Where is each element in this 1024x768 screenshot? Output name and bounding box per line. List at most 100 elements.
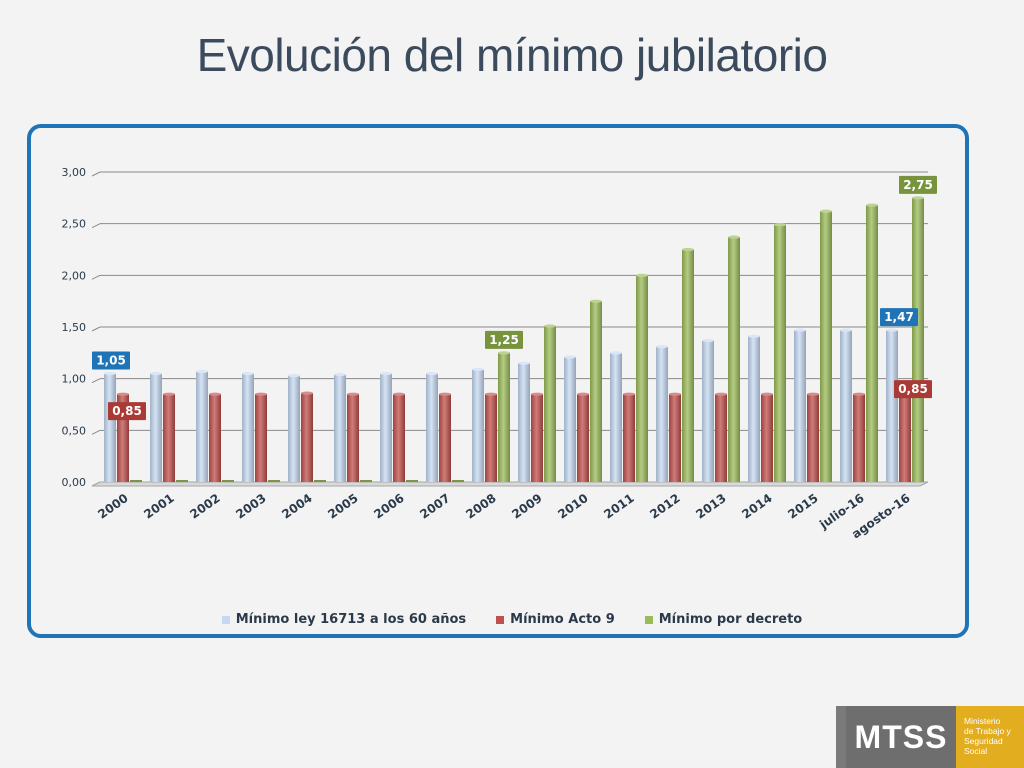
bar-top	[807, 392, 819, 396]
bar-top	[774, 223, 786, 227]
legend-swatch-decreto	[644, 615, 653, 624]
bar	[761, 394, 773, 482]
bar	[472, 369, 484, 482]
bar	[774, 224, 786, 482]
legend-label-acto9: Mínimo Acto 9	[510, 612, 615, 627]
bar	[669, 394, 681, 482]
bar	[163, 394, 175, 482]
data-label-box	[485, 330, 523, 349]
bar	[623, 394, 635, 482]
bar	[866, 205, 878, 483]
bar	[636, 275, 648, 482]
bar	[498, 352, 510, 482]
bar-top	[472, 367, 484, 371]
bar	[426, 373, 438, 482]
bar	[439, 394, 451, 482]
chart-floor	[91, 481, 929, 487]
bar-top	[334, 372, 346, 377]
bar	[518, 363, 530, 482]
bar-top	[715, 392, 727, 396]
bar-top	[150, 371, 162, 376]
y-tick-label: 1,00	[62, 373, 87, 386]
bar	[255, 394, 267, 482]
gridline-depth	[91, 378, 101, 384]
bar-top	[485, 392, 497, 396]
chart-legend: Mínimo ley 16713 a los 60 años Mínimo Ac…	[0, 612, 1024, 627]
bar	[209, 394, 221, 482]
bar-top	[531, 392, 543, 396]
legend-item-decreto: Mínimo por decreto	[644, 612, 802, 627]
bar-top	[820, 209, 832, 213]
data-label: 1,47	[884, 310, 914, 324]
x-tick-label: 2002	[187, 491, 222, 522]
gridline-depth	[91, 326, 101, 332]
bar-top	[209, 392, 221, 396]
data-label-box	[92, 351, 130, 370]
bar-top	[544, 324, 556, 328]
bar-top	[610, 351, 622, 355]
x-tick-label: 2015	[785, 491, 820, 522]
gridline-depth	[91, 223, 101, 229]
bar	[853, 394, 865, 482]
data-label-box	[899, 175, 937, 194]
bar-top	[840, 328, 852, 332]
bar	[807, 394, 819, 482]
logo-line-1: Ministerio	[964, 716, 1001, 726]
data-label-box	[880, 308, 918, 327]
bar-top	[393, 392, 405, 396]
bar	[485, 394, 497, 482]
bar	[715, 394, 727, 482]
bar	[288, 375, 300, 482]
y-tick-label: 2,00	[62, 269, 87, 282]
x-tick-label: 2012	[647, 491, 682, 522]
bar-top	[590, 299, 602, 303]
bar-chart: 0,00 0,50 1,00 1,50 2,00 2,50 3,00 2000 2001 2002…	[62, 166, 937, 541]
gridline-depth	[91, 429, 101, 435]
y-tick-label: 3,00	[62, 166, 87, 179]
bar-zero	[406, 480, 418, 482]
legend-item-ley: Mínimo ley 16713 a los 60 años	[221, 612, 467, 627]
bar	[544, 325, 556, 482]
bar-top	[426, 371, 438, 376]
bar	[794, 330, 806, 482]
bar	[840, 330, 852, 482]
x-tick-label: 2008	[463, 491, 498, 522]
bar-zero	[314, 480, 326, 482]
bar	[610, 352, 622, 482]
bar	[531, 394, 543, 482]
bar	[150, 373, 162, 482]
x-tick-label: 2005	[325, 491, 360, 522]
x-tick-label: 2001	[141, 491, 176, 522]
y-tick-label: 0,50	[62, 424, 87, 437]
y-tick-label: 0,00	[62, 476, 87, 489]
bar-top	[288, 373, 300, 378]
logo-line-4: Social	[964, 746, 988, 756]
bar-top	[866, 203, 878, 207]
bar	[242, 373, 254, 482]
bar-top	[728, 235, 740, 239]
bar-top	[347, 392, 359, 396]
gridline-depth	[91, 274, 101, 280]
gridline-depth	[91, 171, 101, 177]
logo-stripe	[836, 706, 846, 768]
legend-label-ley: Mínimo ley 16713 a los 60 años	[235, 612, 467, 627]
x-tick-label: 2014	[739, 491, 774, 522]
x-tick-label: 2013	[693, 491, 728, 522]
bar-top	[748, 334, 760, 338]
x-tick-label: 2003	[233, 491, 268, 522]
bar-top	[380, 371, 392, 376]
y-tick-label: 1,50	[62, 321, 87, 334]
bar-zero	[360, 480, 372, 482]
bar	[886, 330, 898, 482]
x-tick-label: 2011	[601, 491, 636, 522]
logo-ministry-text: Ministerio de Trabajo y Seguridad Social	[956, 706, 1024, 768]
bar	[702, 340, 714, 482]
bar-top	[104, 371, 116, 376]
bar-top	[636, 273, 648, 277]
bar-top	[301, 391, 313, 395]
bar-zero	[452, 480, 464, 482]
bar	[196, 371, 208, 482]
bar-top	[761, 392, 773, 396]
bar-top	[518, 361, 530, 365]
y-tick-label: 2,50	[62, 218, 87, 231]
